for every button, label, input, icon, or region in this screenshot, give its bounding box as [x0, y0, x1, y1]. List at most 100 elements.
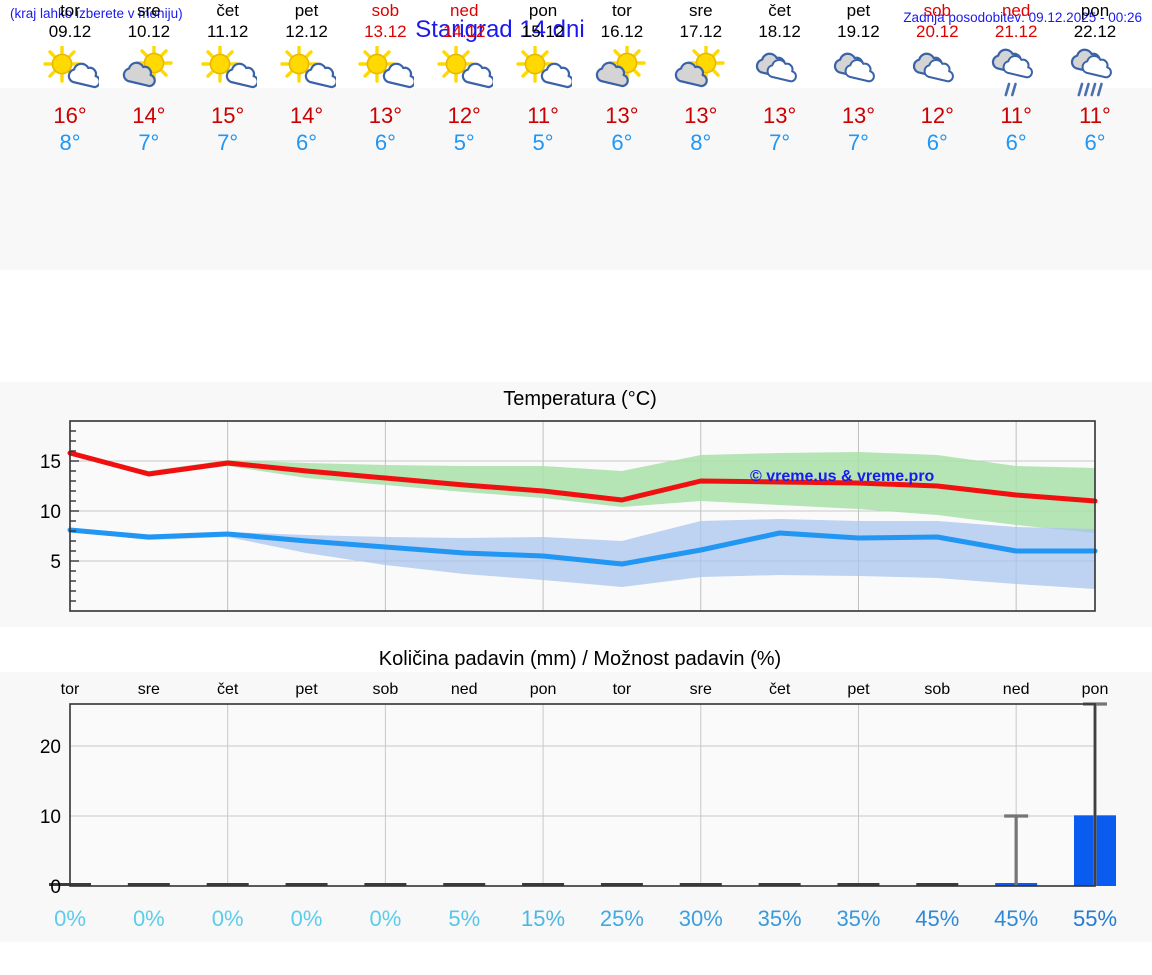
svg-text:10: 10 — [40, 502, 61, 523]
forecast-day-6[interactable]: ned 14.12 12° 5° — [425, 0, 503, 156]
forecast-day-10[interactable]: čet 18.12 13° 7° — [741, 0, 819, 156]
forecast-day-7[interactable]: pon 15.12 11° 5° — [504, 0, 582, 156]
precip-day-label: pet — [295, 681, 318, 698]
forecast-day-name: pon — [528, 1, 558, 20]
cloud-sun-icon — [662, 42, 740, 102]
sun-cloud-icon — [504, 42, 582, 102]
forecast-day-date: 22.12 — [1073, 22, 1117, 41]
forecast-day-date: 11.12 — [207, 22, 249, 41]
forecast-temp-min: 6° — [926, 130, 948, 155]
forecast-temp-min: 5° — [453, 130, 475, 155]
page-title: Starigrad 14 dni — [415, 16, 585, 43]
forecast-temp-max: 13° — [684, 103, 718, 128]
forecast-day-name: tor — [612, 1, 632, 20]
forecast-day-date: 09.12 — [48, 22, 92, 41]
forecast-day-date: 16.12 — [600, 22, 644, 41]
forecast-day-3[interactable]: čet 11.12 15° 7° — [189, 0, 267, 156]
forecast-day-14[interactable]: pon 22.12 11° 6° — [1056, 0, 1134, 156]
precip-probability-label: 35% — [758, 906, 802, 931]
svg-text:5: 5 — [50, 552, 61, 573]
forecast-day-name: tor — [60, 1, 80, 20]
forecast-day-name: sre — [137, 1, 161, 20]
forecast-day-12[interactable]: sob 20.12 12° 6° — [898, 0, 976, 156]
forecast-temp-min: 7° — [847, 130, 869, 155]
precip-day-label: sre — [138, 681, 160, 698]
forecast-day-5[interactable]: sob 13.12 13° 6° — [346, 0, 424, 156]
forecast-day-1[interactable]: tor 09.12 16° 8° — [31, 0, 109, 156]
precip-day-label: pon — [1082, 681, 1109, 698]
svg-text:10: 10 — [40, 807, 61, 828]
precip-day-label: ned — [1003, 681, 1030, 698]
precip-bar — [679, 883, 722, 886]
forecast-day-name: sob — [371, 1, 400, 20]
forecast-day-date: 18.12 — [758, 22, 801, 41]
precip-bar — [443, 883, 486, 886]
precip-bar — [916, 883, 959, 886]
forecast-temp-max: 11° — [527, 103, 559, 128]
precip-bar — [206, 883, 249, 886]
precip-probability-label: 0% — [54, 906, 86, 931]
forecast-day-13[interactable]: ned 21.12 11° 6° — [977, 0, 1055, 156]
forecast-day-name: čet — [216, 1, 240, 20]
forecast-day-date: 20.12 — [916, 22, 959, 41]
precip-bar — [758, 883, 801, 886]
forecast-temp-min: 7° — [217, 130, 239, 155]
cloud-sun-icon — [110, 42, 188, 102]
forecast-day-date: 15.12 — [521, 22, 565, 41]
precip-probability-label: 5% — [448, 906, 480, 931]
svg-text:0: 0 — [50, 877, 61, 898]
forecast-day-name: ned — [1001, 1, 1031, 20]
forecast-day-date: 14.12 — [442, 22, 486, 41]
precipitation-chart-title: Količina padavin (mm) / Možnost padavin … — [378, 648, 782, 670]
forecast-temp-max: 12° — [920, 103, 954, 128]
forecast-temp-min: 6° — [1005, 130, 1027, 155]
forecast-temp-min: 7° — [138, 130, 160, 155]
forecast-day-date: 12.12 — [285, 22, 328, 41]
forecast-day-4[interactable]: pet 12.12 14° 6° — [268, 0, 346, 156]
forecast-day-date: 19.12 — [837, 22, 880, 41]
forecast-temp-min: 6° — [374, 130, 396, 155]
forecast-day-9[interactable]: sre 17.12 13° 8° — [662, 0, 740, 156]
precip-day-label: sob — [924, 681, 950, 698]
forecast-day-2[interactable]: sre 10.12 14° 7° — [110, 0, 188, 156]
precip-probability-label: 25% — [600, 906, 644, 931]
daily-forecast-strip — [0, 88, 1152, 270]
precip-day-label: ned — [451, 681, 478, 698]
forecast-temp-min: 8° — [690, 130, 712, 155]
forecast-day-11[interactable]: pet 19.12 13° 7° — [819, 0, 897, 156]
cloudy-icon — [741, 42, 819, 102]
forecast-day-date: 10.12 — [127, 22, 171, 41]
precip-probability-label: 15% — [521, 906, 565, 931]
last-update-text: Zadnja posodobitev: 09.12.2025 - 00:26 — [903, 10, 1142, 25]
sun-cloud-icon — [189, 42, 267, 102]
forecast-temp-min: 5° — [532, 130, 554, 155]
precip-day-label: čet — [769, 681, 791, 698]
precip-day-label: tor — [613, 681, 632, 698]
precip-day-label: sob — [372, 681, 398, 698]
precip-probability-label: 55% — [1073, 906, 1117, 931]
sun-cloud-icon — [425, 42, 503, 102]
precip-probability-label: 45% — [994, 906, 1038, 931]
forecast-temp-max: 16° — [53, 103, 87, 128]
forecast-temp-max: 11° — [1000, 103, 1032, 128]
precip-bar — [837, 883, 880, 886]
copyright-text: © vreme.us & vreme.pro — [750, 468, 935, 485]
svg-text:20: 20 — [40, 737, 61, 758]
precip-day-label: sre — [690, 681, 712, 698]
forecast-day-date: 13.12 — [364, 22, 407, 41]
menu-hint-text: (kraj lahko izberete v meniju) — [10, 6, 183, 21]
precip-probability-label: 30% — [679, 906, 723, 931]
forecast-day-8[interactable]: tor 16.12 13° 6° — [583, 0, 661, 156]
precip-probability-label: 0% — [369, 906, 401, 931]
forecast-temp-max: 12° — [447, 103, 481, 128]
sun-cloud-icon — [31, 42, 109, 102]
precip-day-label: pet — [847, 681, 870, 698]
precip-day-label: čet — [217, 681, 239, 698]
forecast-temp-max: 14° — [132, 103, 166, 128]
forecast-day-name: sre — [688, 1, 713, 20]
forecast-temp-max: 14° — [289, 103, 324, 128]
precip-probability-label: 45% — [915, 906, 959, 931]
precip-day-label: pon — [530, 681, 557, 698]
